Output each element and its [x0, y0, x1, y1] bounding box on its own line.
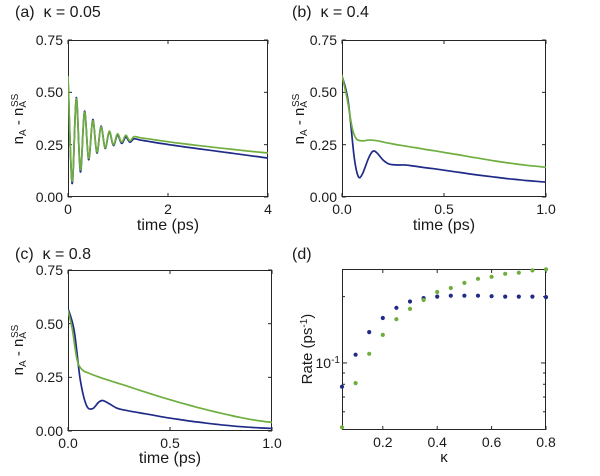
x-tick-label: 0.0 [332, 201, 352, 217]
x-tick-label: 1.0 [536, 201, 556, 217]
panel-a-xlabel: time (ps) [136, 217, 200, 234]
blue-point [503, 294, 508, 299]
x-tick-label: 4 [264, 201, 272, 217]
blue-point [367, 330, 372, 335]
green-point [462, 280, 467, 285]
panel-a-ylabel: nA - nASS [10, 93, 29, 145]
green-point [421, 297, 426, 303]
green-point [516, 270, 521, 275]
y-tick-label: 0.50 [309, 84, 337, 101]
y-tick-label: 0.75 [35, 262, 63, 278]
x-tick-label: 0.8 [536, 434, 556, 450]
y-tick-label: 0.75 [35, 32, 63, 48]
panel-b-ylabel: nA - nASS [291, 93, 310, 145]
panel-d-ytick-label: 10-1 [315, 355, 340, 371]
y-tick-label: 0.25 [35, 369, 63, 386]
green-point [543, 267, 549, 272]
panel-c-ylabel: nA - nASS [10, 324, 29, 376]
green-point [367, 351, 372, 356]
green-curve [68, 309, 272, 424]
blue-point [380, 315, 385, 321]
panel-c-xlabel: time (ps) [138, 450, 202, 467]
blue-point [407, 299, 413, 304]
green-point [530, 268, 535, 273]
y-tick-label: 0.00 [309, 189, 337, 205]
x-tick-label: 0.2 [373, 434, 393, 450]
green-point [407, 306, 413, 311]
y-tick-label: 0.50 [35, 315, 63, 332]
blue-point [462, 293, 467, 298]
x-tick-label: 0 [64, 201, 72, 217]
panel-d-ylabel: Rate (ps-1) [299, 313, 316, 385]
green-point [435, 289, 440, 295]
panel-b-xlabel: time (ps) [412, 217, 476, 234]
x-tick-label: 0.5 [160, 435, 180, 451]
panel-d-title: (d) [292, 246, 312, 263]
blue-point [489, 294, 494, 299]
x-tick-label: 1.0 [262, 435, 282, 451]
blue-point [394, 305, 399, 310]
panel-d-xlabel: κ [440, 449, 448, 466]
y-tick-label: 0.25 [309, 136, 337, 153]
blue-point [475, 293, 481, 298]
blue-point [435, 294, 440, 299]
blue-point [353, 352, 358, 357]
blue-curve [68, 75, 268, 185]
green-point [380, 332, 385, 337]
blue-point [530, 294, 535, 299]
green-point [339, 425, 345, 430]
y-tick-label: 0.00 [35, 423, 63, 439]
panel-c-title: (c) κ = 0.8 [15, 246, 92, 263]
x-tick-label: 0.4 [427, 434, 447, 450]
x-tick-label: 2 [164, 201, 172, 217]
green-curve [342, 74, 546, 169]
blue-point [448, 293, 453, 298]
blue-point [339, 384, 345, 389]
x-tick-label: 0.6 [481, 434, 502, 450]
x-tick-label: 0.0 [58, 435, 78, 451]
x-tick-label: 0.5 [434, 201, 454, 217]
y-tick-label: 0.75 [309, 32, 337, 48]
y-tick-label: 0.25 [35, 136, 63, 153]
blue-curve [342, 74, 546, 183]
y-tick-label: 0.00 [35, 189, 63, 205]
green-point [448, 285, 453, 291]
panel-a-title: (a) κ = 0.05 [15, 4, 101, 21]
panel-b-title: (b) κ = 0.4 [292, 4, 369, 21]
blue-point [543, 295, 549, 300]
green-point [394, 317, 399, 322]
blue-curve [68, 307, 272, 430]
blue-point [516, 294, 521, 299]
y-tick-label: 0.50 [35, 84, 63, 101]
green-point [353, 381, 358, 386]
green-point [503, 271, 508, 276]
green-point [475, 276, 481, 281]
green-curve [68, 75, 268, 183]
green-point [489, 274, 494, 279]
